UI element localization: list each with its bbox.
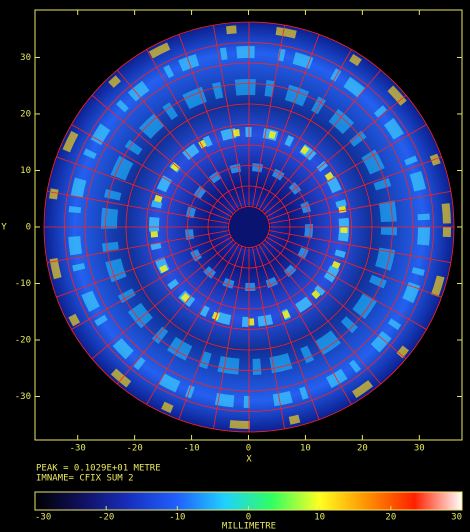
polar-spoke: [146, 49, 240, 210]
polar-spoke: [267, 233, 442, 298]
x-tick-label: 20: [357, 444, 368, 454]
x-axis-label: X: [246, 455, 252, 465]
polar-spoke: [258, 49, 352, 210]
polar-spoke: [266, 124, 427, 218]
x-tick-label: -10: [183, 444, 199, 454]
annotation: PEAK = 0.1029E+01 METRE: [36, 464, 161, 474]
x-tick-label: 30: [414, 444, 425, 454]
x-tick-label: 0: [246, 444, 251, 454]
polar-spoke: [255, 245, 320, 420]
colorbar-tick-label: 30: [451, 513, 462, 523]
polar-spoke: [268, 230, 451, 263]
polar-spoke: [56, 233, 231, 298]
x-tick-label: 10: [300, 444, 311, 454]
polar-spoke: [71, 124, 232, 218]
polar-spoke: [264, 94, 407, 215]
polar-spoke: [261, 242, 382, 385]
polar-spoke: [267, 156, 442, 221]
colorbar-label: MILLIMETRE: [222, 522, 276, 532]
y-tick-label: 0: [26, 222, 31, 232]
polar-spoke: [91, 94, 234, 215]
annotation: IMNAME= CFIX SUM 2: [36, 474, 134, 484]
colorbar-tick-label: 0: [246, 513, 251, 523]
polar-spoke: [252, 246, 285, 429]
polar-spoke: [264, 239, 407, 360]
polar-spoke: [261, 69, 382, 212]
polar-spoke: [91, 239, 234, 360]
y-tick-label: -10: [15, 279, 31, 289]
polar-spoke: [47, 230, 230, 263]
polar-spoke: [213, 246, 246, 429]
polar-spoke: [255, 34, 320, 209]
polar-spoke: [146, 244, 240, 405]
y-tick-label: 30: [20, 53, 31, 63]
y-tick-label: 10: [20, 166, 31, 176]
colorbar-tick-label: 10: [314, 513, 325, 523]
polar-spoke: [56, 156, 231, 221]
y-axis-label: Y: [1, 223, 7, 233]
polar-spoke: [258, 244, 352, 405]
polar-spoke: [268, 191, 451, 224]
colorbar-tick-label: -10: [169, 513, 185, 523]
polar-spoke: [47, 191, 230, 224]
polar-grid: [43, 21, 455, 433]
polar-spoke: [71, 236, 232, 330]
y-tick-label: -30: [15, 392, 31, 402]
polar-spoke: [116, 69, 237, 212]
colorbar-tick-label: -30: [35, 513, 51, 523]
x-tick-label: -30: [70, 444, 86, 454]
polar-spoke: [178, 245, 243, 420]
x-tick-label: -20: [127, 444, 143, 454]
polar-spoke: [266, 236, 427, 330]
polar-spoke: [213, 25, 246, 208]
colorbar-tick-label: -20: [98, 513, 114, 523]
colorbar-tick-label: 20: [385, 513, 396, 523]
polar-spoke: [116, 242, 237, 385]
y-tick-label: -20: [15, 335, 31, 345]
polar-spoke: [178, 34, 243, 209]
y-tick-label: 20: [20, 109, 31, 119]
colorbar: [35, 492, 462, 510]
polar-spoke: [252, 25, 285, 208]
